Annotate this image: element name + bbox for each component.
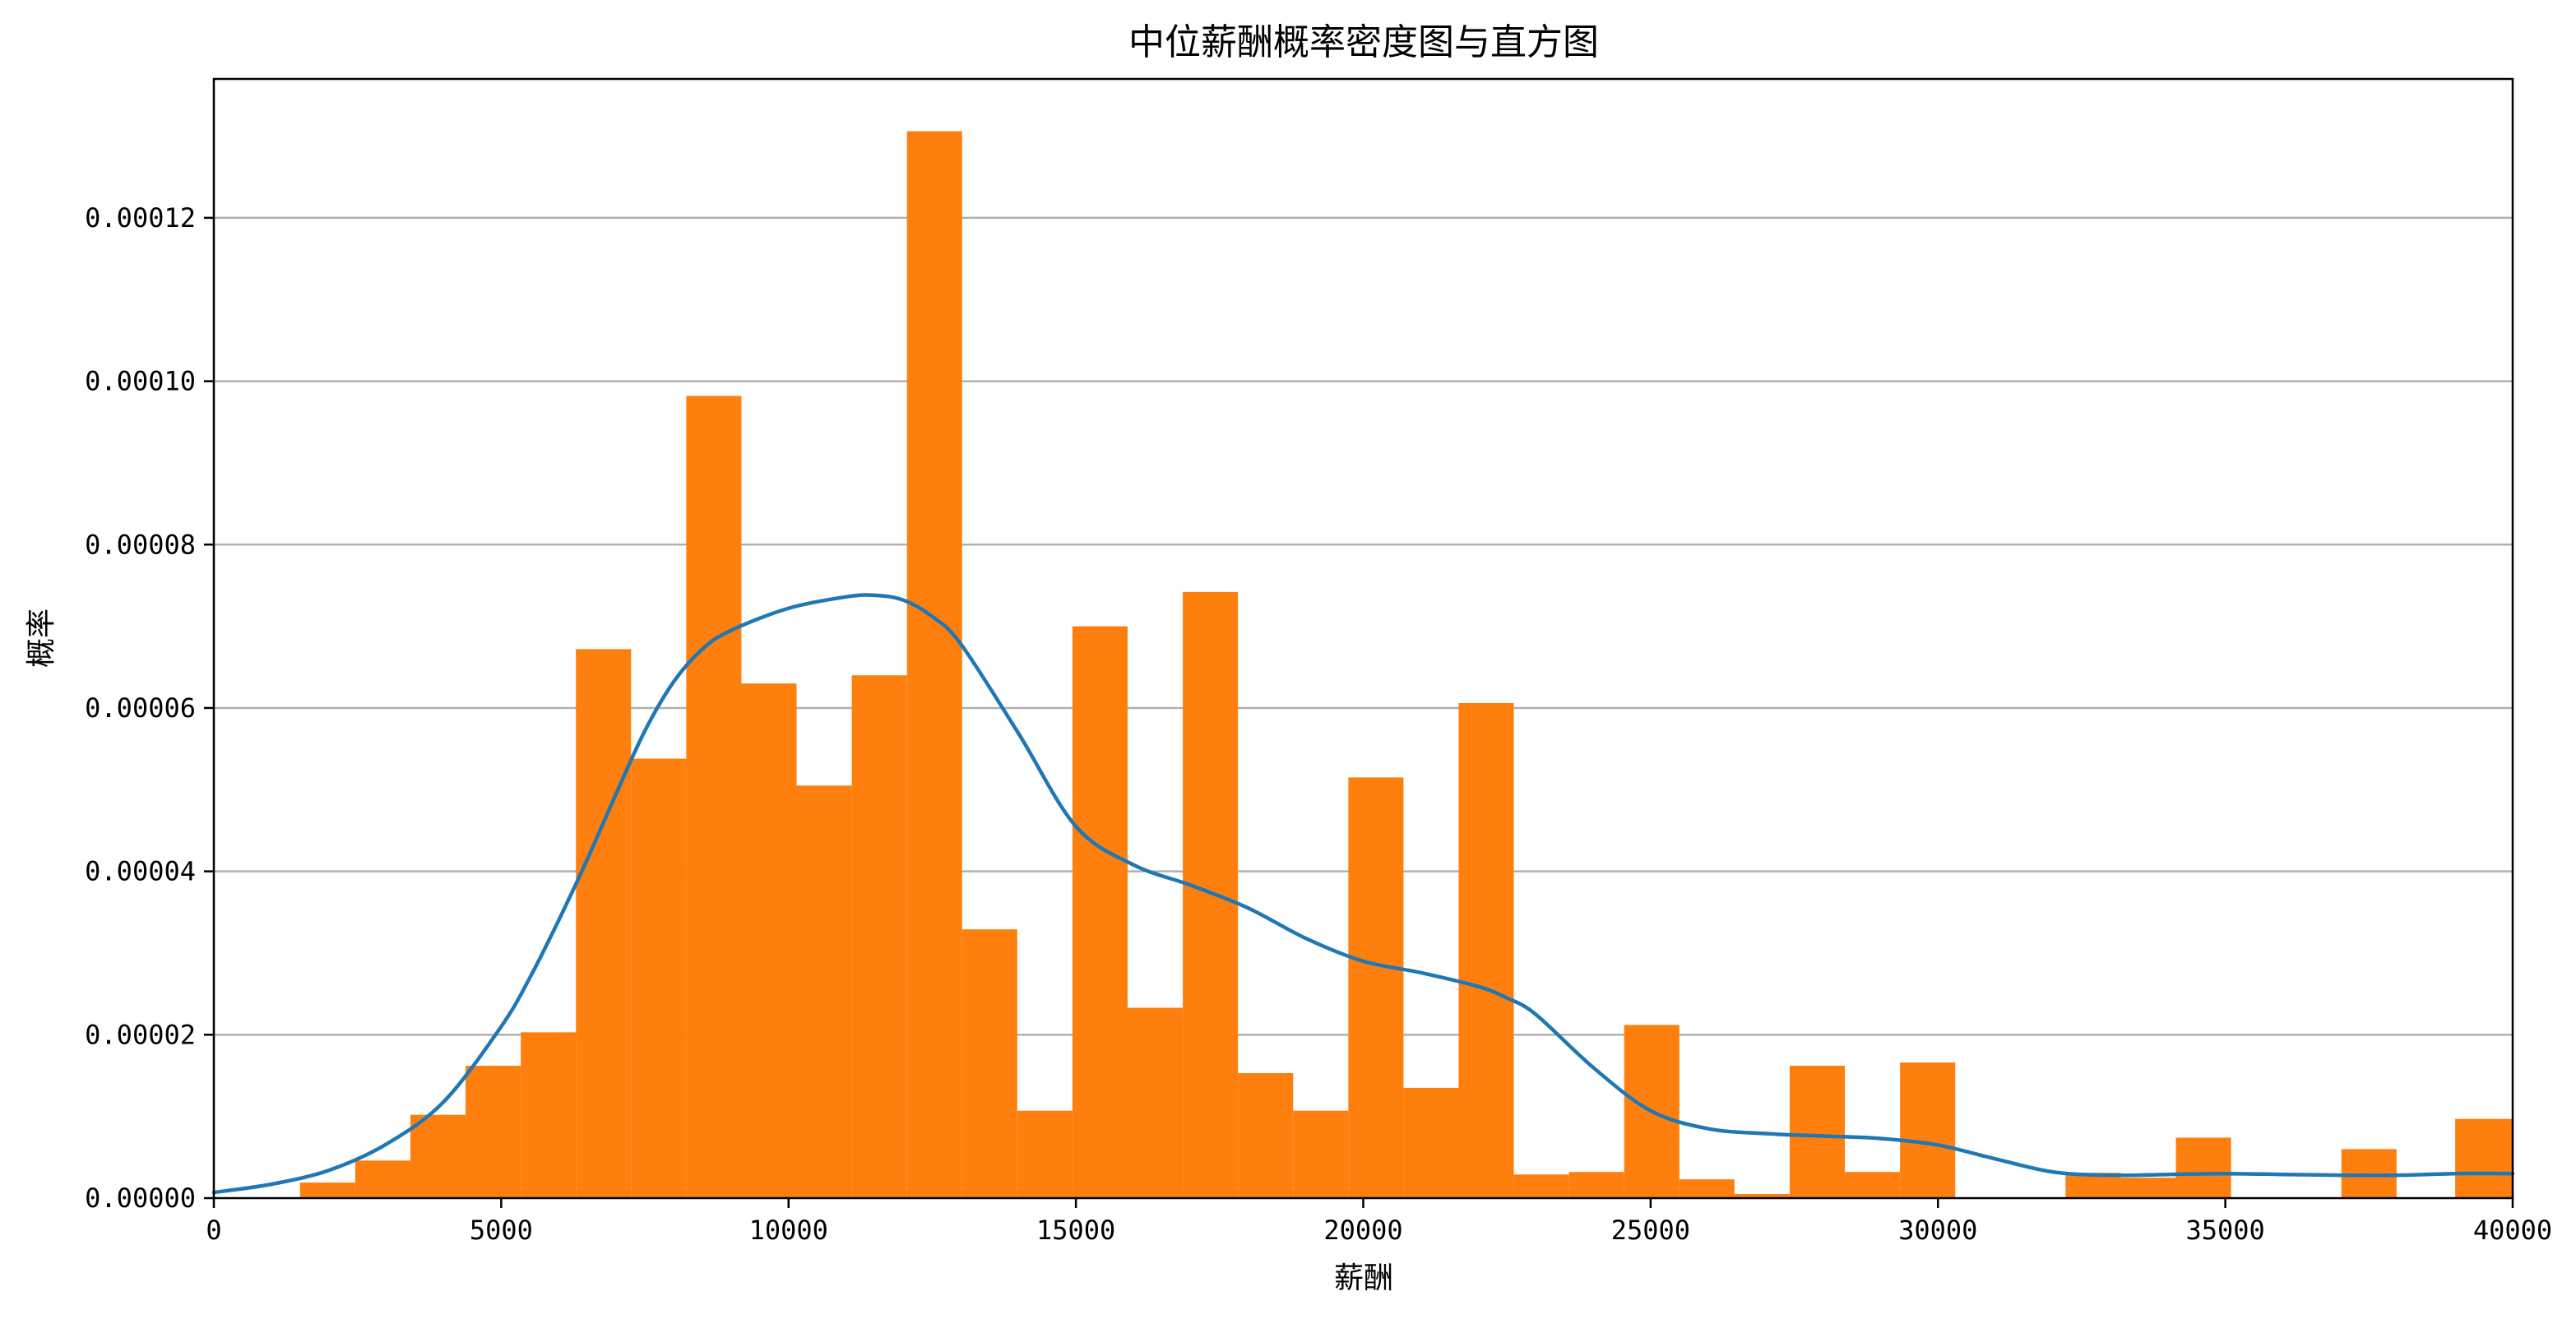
x-tick-label-6: 30000	[1898, 1215, 1977, 1246]
histogram-bar-9	[796, 785, 852, 1198]
histogram-bar-0	[299, 1182, 355, 1198]
histogram-bar-31	[2120, 1178, 2176, 1198]
histogram-bar-4	[521, 1032, 577, 1198]
histogram-bar-19	[1348, 777, 1404, 1198]
histogram-bar-15	[1128, 1007, 1184, 1198]
y-tick-label-0: 0.00000	[85, 1182, 196, 1214]
histogram-bar-6	[631, 758, 687, 1198]
histogram-bar-29	[1900, 1062, 1956, 1198]
histogram-bar-7	[686, 396, 742, 1199]
histogram-bar-12	[961, 929, 1017, 1198]
histogram-bar-23	[1568, 1172, 1624, 1198]
histogram-bar-18	[1293, 1110, 1349, 1198]
histogram-bar-1	[354, 1160, 410, 1198]
y-tick-label-3: 0.00006	[85, 692, 196, 724]
histogram-bar-28	[1845, 1172, 1901, 1198]
y-tick-label-6: 0.00012	[85, 202, 196, 234]
y-tick-label-2: 0.00004	[85, 856, 196, 887]
histogram-bar-22	[1513, 1174, 1569, 1198]
histogram-bars	[299, 131, 2513, 1199]
y-tick-label-4: 0.00008	[85, 529, 196, 560]
x-tick-label-0: 0	[206, 1215, 221, 1246]
chart-title: 中位薪酬概率密度图与直方图	[1128, 21, 1599, 63]
x-tick-label-4: 20000	[1323, 1215, 1402, 1246]
y-axis-ticks: 0.00000 0.00002 0.00004 0.00006 0.00008 0.000…	[85, 202, 214, 1214]
histogram-bar-11	[906, 131, 962, 1198]
x-tick-label-3: 15000	[1036, 1215, 1115, 1246]
kde-curve	[211, 593, 2515, 1195]
y-tick-label-1: 0.00002	[85, 1019, 196, 1050]
histogram-bar-13	[1017, 1110, 1073, 1198]
histogram-bar-21	[1458, 702, 1514, 1198]
histogram-bar-3	[466, 1066, 521, 1198]
y-axis-label: 概率	[25, 609, 58, 668]
x-tick-label-8: 40000	[2473, 1215, 2552, 1246]
x-axis-ticks: 0 5000 10000 15000 20000 25000 30000 35000 40000	[206, 1198, 2552, 1246]
histogram-bar-27	[1789, 1066, 1846, 1198]
histogram-bar-25	[1679, 1179, 1735, 1198]
histogram-bar-32	[2175, 1137, 2231, 1198]
histogram-bar-26	[1734, 1194, 1790, 1198]
histogram-bar-2	[410, 1114, 466, 1198]
y-tick-label-5: 0.00010	[85, 366, 196, 397]
histogram-bar-10	[851, 675, 907, 1198]
x-tick-label-2: 10000	[749, 1215, 828, 1246]
x-tick-label-1: 5000	[470, 1215, 533, 1246]
histogram-bar-8	[741, 683, 797, 1198]
histogram-bar-14	[1072, 626, 1128, 1198]
histogram-bar-17	[1238, 1073, 1294, 1198]
x-tick-label-7: 35000	[2185, 1215, 2264, 1246]
histogram-bar-16	[1183, 591, 1239, 1198]
histogram-bar-5	[576, 649, 632, 1198]
histogram-bar-34	[2455, 1118, 2513, 1198]
x-tick-label-5: 25000	[1611, 1215, 1690, 1246]
x-axis-label: 薪酬	[1334, 1261, 1393, 1295]
histogram-bar-20	[1403, 1087, 1459, 1198]
